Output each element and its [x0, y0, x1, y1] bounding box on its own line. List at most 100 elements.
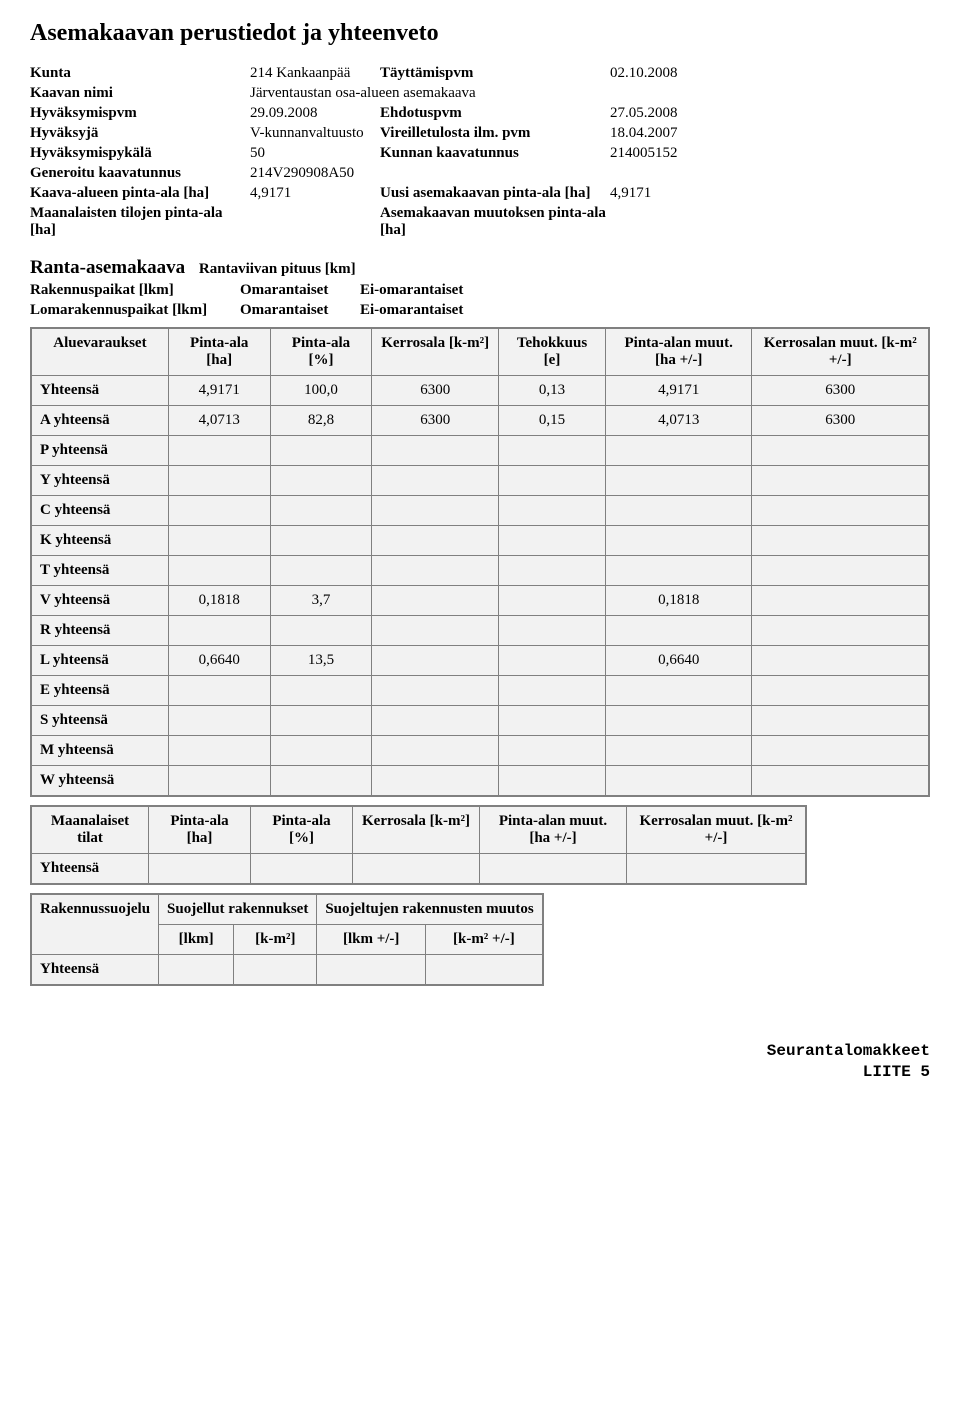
table-cell: 4,0713 — [169, 406, 270, 435]
table-row: L yhteensä0,664013,50,6640 — [32, 646, 928, 675]
table-cell — [353, 854, 479, 883]
table-cell: Yhteensä — [32, 854, 148, 883]
table-cell — [159, 955, 233, 984]
table-cell — [372, 526, 498, 555]
table-row: Y yhteensä — [32, 466, 928, 495]
basic-info-cell: 27.05.2008 — [610, 105, 710, 122]
table-cell — [169, 676, 270, 705]
table-cell: P yhteensä — [32, 436, 168, 465]
rakennussuojelu-table: RakennussuojeluSuojellut rakennuksetSuoj… — [30, 893, 544, 986]
table-cell — [271, 736, 372, 765]
table-cell: R yhteensä — [32, 616, 168, 645]
table-cell: L yhteensä — [32, 646, 168, 675]
table-cell — [317, 955, 425, 984]
basic-info-cell: Järventaustan osa-alueen asemakaava — [250, 85, 710, 102]
table-cell — [372, 496, 498, 525]
table-cell — [499, 526, 605, 555]
table-cell — [606, 616, 752, 645]
table-cell: Yhteensä — [32, 376, 168, 405]
table-cell — [426, 955, 542, 984]
basic-info-cell: V-kunnanvaltuusto — [250, 125, 380, 142]
table-cell — [271, 496, 372, 525]
table-cell: C yhteensä — [32, 496, 168, 525]
table-cell — [606, 526, 752, 555]
col-header: Rakennussuojelu — [32, 895, 158, 954]
basic-info-cell: 50 — [250, 145, 380, 162]
table-cell — [169, 526, 270, 555]
table-cell — [606, 496, 752, 525]
table-cell — [372, 436, 498, 465]
footer-line-1: Seurantalomakkeet — [30, 1041, 930, 1062]
table-cell — [606, 736, 752, 765]
basic-info-cell: Kaava-alueen pinta-ala [ha] — [30, 185, 250, 202]
table-cell — [499, 616, 605, 645]
table-cell: 13,5 — [271, 646, 372, 675]
ranta-grid: Rakennuspaikat [lkm]OmarantaisetEi-omara… — [30, 282, 930, 319]
table-cell — [752, 736, 928, 765]
table-cell — [499, 646, 605, 675]
table-cell — [271, 616, 372, 645]
table-cell: 6300 — [372, 406, 498, 435]
table-cell — [499, 556, 605, 585]
col-header: Pinta-ala [ha] — [169, 329, 270, 375]
ranta-heading: Ranta-asemakaava Rantaviivan pituus [km] — [30, 257, 930, 279]
table-row: P yhteensä — [32, 436, 928, 465]
basic-info-cell: 29.09.2008 — [250, 105, 380, 122]
table-cell — [169, 556, 270, 585]
table-cell — [149, 854, 250, 883]
table-cell — [752, 646, 928, 675]
table-cell: Yhteensä — [32, 955, 158, 984]
basic-info-cell: 4,9171 — [610, 185, 710, 202]
table-row: S yhteensä — [32, 706, 928, 735]
table-cell: 6300 — [372, 376, 498, 405]
table-row: T yhteensä — [32, 556, 928, 585]
aluevaraukset-table: AluevarauksetPinta-ala [ha]Pinta-ala [%]… — [30, 327, 930, 797]
table-cell: E yhteensä — [32, 676, 168, 705]
basic-info-cell: Täyttämispvm — [380, 65, 610, 82]
table-row: Yhteensä — [32, 955, 542, 984]
table-cell — [372, 676, 498, 705]
basic-info-cell: 02.10.2008 — [610, 65, 710, 82]
table-cell — [271, 556, 372, 585]
table-cell — [372, 706, 498, 735]
col-header: Pinta-ala [%] — [251, 807, 352, 853]
table-cell: 0,6640 — [606, 646, 752, 675]
col-header: [lkm] — [159, 925, 233, 954]
table-cell — [606, 556, 752, 585]
basic-info-cell: Ehdotuspvm — [380, 105, 610, 122]
table-cell — [271, 676, 372, 705]
table-cell — [752, 676, 928, 705]
col-header: Maanalaiset tilat — [32, 807, 148, 853]
page-title: Asemakaavan perustiedot ja yhteenveto — [30, 20, 930, 47]
basic-info-cell: Kaavan nimi — [30, 85, 250, 102]
table-cell — [606, 706, 752, 735]
table-cell — [752, 436, 928, 465]
table-cell — [372, 586, 498, 615]
table-cell: 0,1818 — [606, 586, 752, 615]
table-cell — [169, 736, 270, 765]
table-cell: 0,15 — [499, 406, 605, 435]
basic-info-cell: Kunnan kaavatunnus — [380, 145, 610, 162]
table-cell: T yhteensä — [32, 556, 168, 585]
col-header: Kerrosala [k-m²] — [372, 329, 498, 375]
table-cell — [499, 736, 605, 765]
table-cell — [271, 436, 372, 465]
table-cell: 100,0 — [271, 376, 372, 405]
col-header: Kerrosala [k-m²] — [353, 807, 479, 853]
table-row: M yhteensä — [32, 736, 928, 765]
footer-line-2: LIITE 5 — [30, 1062, 930, 1083]
table-row: V yhteensä0,18183,70,1818 — [32, 586, 928, 615]
table-cell — [752, 496, 928, 525]
table-row: R yhteensä — [32, 616, 928, 645]
table-row: Yhteensä4,9171100,063000,134,91716300 — [32, 376, 928, 405]
table-cell — [752, 766, 928, 795]
table-cell — [372, 556, 498, 585]
basic-info-cell: Uusi asemakaavan pinta-ala [ha] — [380, 185, 610, 202]
table-cell — [372, 766, 498, 795]
table-cell: 82,8 — [271, 406, 372, 435]
table-cell — [169, 616, 270, 645]
table-row: A yhteensä4,071382,863000,154,07136300 — [32, 406, 928, 435]
table-cell — [752, 556, 928, 585]
table-cell: Y yhteensä — [32, 466, 168, 495]
table-cell: 6300 — [752, 376, 928, 405]
